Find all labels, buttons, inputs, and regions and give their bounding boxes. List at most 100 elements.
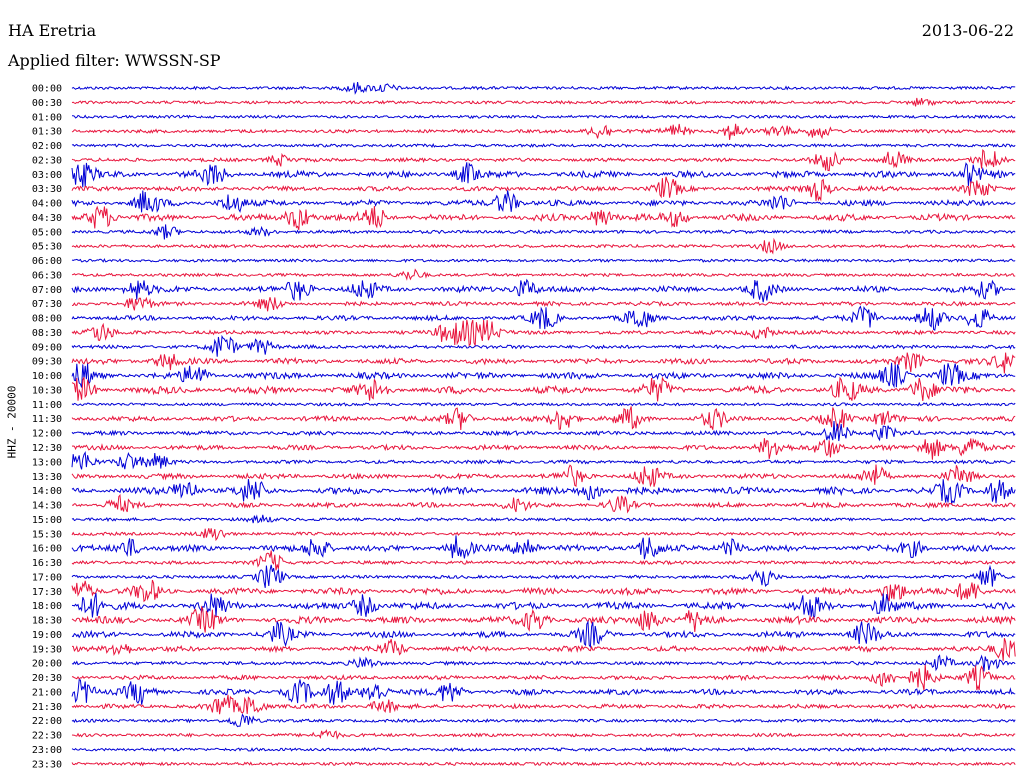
row-time-label: 05:30 — [32, 242, 62, 253]
trace-line — [71, 620, 1016, 649]
trace-line — [71, 451, 1016, 470]
trace-line — [71, 97, 1016, 107]
trace-line — [71, 82, 1016, 95]
row-time-label: 03:30 — [32, 184, 62, 195]
row-time-label: 04:30 — [32, 213, 62, 224]
trace-line — [71, 679, 1016, 705]
row-time-label: 18:00 — [32, 601, 62, 612]
row-time-label: 10:30 — [32, 385, 62, 396]
row-time-label: 09:00 — [32, 342, 62, 353]
row-time-label: 07:30 — [32, 299, 62, 310]
row-time-label: 01:30 — [32, 127, 62, 138]
row-time-label: 09:30 — [32, 357, 62, 368]
row-time-label: 23:30 — [32, 759, 62, 770]
row-time-label: 16:00 — [32, 544, 62, 555]
trace-line — [71, 319, 1016, 348]
trace-line — [71, 305, 1016, 331]
row-time-label: 01:00 — [32, 112, 62, 123]
row-time-label: 02:00 — [32, 141, 62, 152]
trace-line — [71, 224, 1016, 240]
trace-line — [71, 564, 1016, 588]
row-time-label: 16:30 — [32, 558, 62, 569]
trace-line — [71, 713, 1016, 728]
trace-line — [71, 761, 1016, 767]
trace-line — [71, 142, 1016, 149]
row-time-label: 19:30 — [32, 644, 62, 655]
trace-line — [71, 176, 1016, 202]
row-time-label: 06:30 — [32, 270, 62, 281]
filter-label: Applied filter: WWSSN-SP — [8, 51, 221, 70]
trace-line — [71, 579, 1016, 603]
row-time-label: 12:00 — [32, 429, 62, 440]
row-time-label: 07:00 — [32, 285, 62, 296]
row-time-label: 19:00 — [32, 630, 62, 641]
trace-line — [71, 148, 1016, 172]
row-time-label: 23:00 — [32, 745, 62, 756]
trace-line — [71, 729, 1016, 740]
trace-line — [71, 528, 1016, 542]
trace-line — [71, 123, 1016, 140]
row-time-label: 21:00 — [32, 687, 62, 698]
row-time-label: 20:30 — [32, 673, 62, 684]
row-time-label: 11:30 — [32, 414, 62, 425]
trace-line — [71, 296, 1016, 312]
row-time-label: 05:00 — [32, 227, 62, 238]
trace-line — [71, 493, 1016, 514]
station-title: HA Eretria — [8, 21, 97, 40]
trace-line — [71, 479, 1016, 506]
row-time-label: 15:00 — [32, 515, 62, 526]
row-time-label: 18:30 — [32, 616, 62, 627]
trace-line — [72, 637, 1016, 661]
trace-line — [71, 420, 1016, 442]
row-time-label: 03:00 — [32, 170, 62, 181]
trace-line — [71, 654, 1016, 672]
row-time-label: 13:00 — [32, 457, 62, 468]
row-time-label: 10:00 — [32, 371, 62, 382]
row-time-label: 12:30 — [32, 443, 62, 454]
trace-line — [71, 278, 1016, 303]
trace-line — [71, 162, 1016, 188]
trace-line — [71, 362, 1016, 389]
trace-line — [71, 592, 1016, 620]
row-time-label: 21:30 — [32, 702, 62, 713]
row-time-label: 06:00 — [32, 256, 62, 267]
row-time-label: 20:00 — [32, 659, 62, 670]
row-time-label: 08:00 — [32, 314, 62, 325]
row-time-label: 00:00 — [32, 84, 62, 95]
trace-line — [71, 258, 1016, 263]
row-time-label: 00:30 — [32, 98, 62, 109]
trace-line — [71, 334, 1016, 357]
row-time-label: 04:00 — [32, 199, 62, 210]
row-time-label: 22:30 — [32, 731, 62, 742]
trace-line — [71, 190, 1016, 213]
trace-line — [71, 268, 1016, 281]
row-time-label: 11:00 — [32, 400, 62, 411]
trace-line — [71, 437, 1016, 460]
row-time-label: 08:30 — [32, 328, 62, 339]
row-time-label: 14:30 — [32, 501, 62, 512]
trace-line — [71, 746, 1016, 753]
trace-line — [71, 550, 1016, 571]
trace-line — [71, 406, 1016, 432]
trace-line — [71, 535, 1016, 560]
trace-line — [71, 664, 1016, 691]
trace-line — [71, 237, 1016, 255]
row-time-label: 15:30 — [32, 529, 62, 540]
trace-line — [71, 464, 1016, 488]
trace-line — [71, 352, 1016, 374]
row-time-label: 17:00 — [32, 572, 62, 583]
row-time-label: 14:00 — [32, 486, 62, 497]
trace-line — [71, 401, 1016, 407]
trace-line — [71, 376, 1016, 402]
trace-line — [72, 114, 1016, 120]
trace-line — [71, 205, 1016, 230]
row-time-label: 22:00 — [32, 716, 62, 727]
row-time-label: 13:30 — [32, 472, 62, 483]
trace-line — [71, 694, 1016, 715]
date-label: 2013-06-22 — [921, 21, 1014, 40]
trace-line — [71, 605, 1016, 633]
row-time-label: 17:30 — [32, 587, 62, 598]
trace-line — [71, 514, 1016, 524]
row-time-label: 02:30 — [32, 155, 62, 166]
